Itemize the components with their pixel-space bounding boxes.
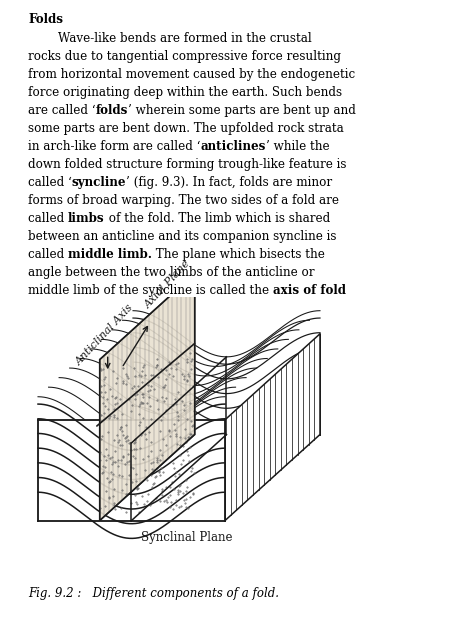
Text: called ‘: called ‘	[28, 176, 72, 189]
Text: anticlines: anticlines	[201, 140, 266, 153]
Text: folds: folds	[96, 104, 128, 118]
Text: of the fold. The limb which is shared: of the fold. The limb which is shared	[105, 212, 330, 225]
Text: The plane which bisects the: The plane which bisects the	[152, 248, 325, 261]
Text: Folds: Folds	[28, 13, 63, 27]
Text: some parts are bent down. The upfolded rock strata: some parts are bent down. The upfolded r…	[28, 122, 344, 135]
Text: axis of fold: axis of fold	[273, 284, 346, 297]
Text: Anticlinal Axis: Anticlinal Axis	[74, 302, 136, 367]
Polygon shape	[38, 420, 225, 521]
Text: called: called	[28, 248, 68, 261]
Text: in arch-like form are called ‘: in arch-like form are called ‘	[28, 140, 201, 153]
Text: syncline: syncline	[72, 176, 127, 189]
Text: Wave-like bends are formed in the crustal: Wave-like bends are formed in the crusta…	[28, 32, 312, 46]
Text: from horizontal movement caused by the endogenetic: from horizontal movement caused by the e…	[28, 68, 355, 82]
Text: force originating deep within the earth. Such bends: force originating deep within the earth.…	[28, 86, 342, 99]
Text: are called ‘: are called ‘	[28, 104, 96, 118]
Text: ’ wherein some parts are bent up and: ’ wherein some parts are bent up and	[128, 104, 356, 118]
Text: angle between the two limbs of the anticline or: angle between the two limbs of the antic…	[28, 266, 315, 279]
Text: Synclinal Plane: Synclinal Plane	[141, 531, 233, 544]
Text: limbs: limbs	[68, 212, 105, 225]
Text: middle limb of the syncline is called the: middle limb of the syncline is called th…	[28, 284, 273, 297]
Text: called: called	[28, 212, 68, 225]
Text: down folded structure forming trough-like feature is: down folded structure forming trough-lik…	[28, 158, 346, 171]
Text: Fig. 9.2 :   Different components of a fold.: Fig. 9.2 : Different components of a fol…	[28, 587, 279, 600]
Text: forms of broad warping. The two sides of a fold are: forms of broad warping. The two sides of…	[28, 194, 339, 207]
Text: rocks due to tangential compressive force resulting: rocks due to tangential compressive forc…	[28, 51, 341, 63]
Polygon shape	[100, 274, 195, 521]
Text: ’ (fig. 9.3). In fact, folds are minor: ’ (fig. 9.3). In fact, folds are minor	[127, 176, 332, 189]
Text: Axial Plane: Axial Plane	[143, 258, 192, 310]
Text: between an anticline and its companion syncline is: between an anticline and its companion s…	[28, 230, 337, 243]
Polygon shape	[133, 334, 320, 435]
Polygon shape	[225, 334, 320, 521]
Text: middle limb.: middle limb.	[68, 248, 152, 261]
Text: ’ while the: ’ while the	[266, 140, 329, 153]
